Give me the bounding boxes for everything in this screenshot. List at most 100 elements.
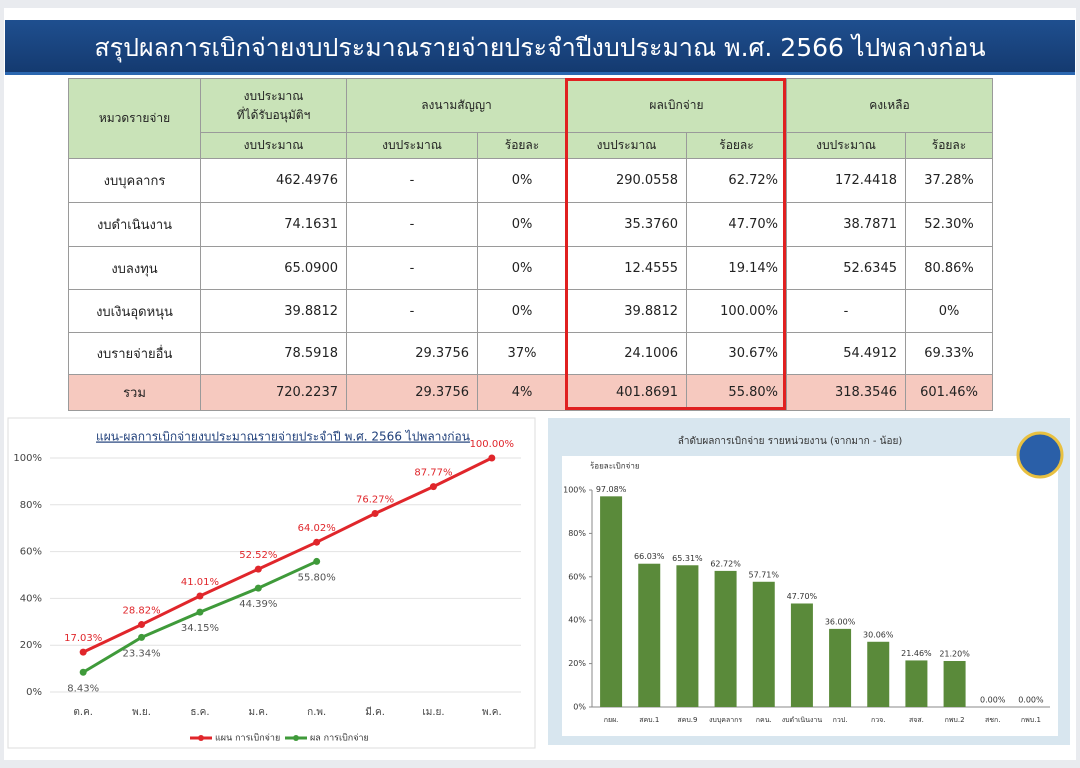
table-cell: -	[786, 289, 906, 333]
data-label: 87.77%	[414, 468, 452, 479]
x-tick-label: ม.ค.	[248, 707, 268, 718]
bar-chart-title: ลำดับผลการเบิกจ่าย รายหน่วยงาน (จากมาก -…	[678, 435, 903, 447]
table-row: งบรายจ่ายอื่น 78.5918 29.3756 37% 24.1006 30.…	[68, 332, 993, 375]
subheader-cell: งบประมาณ	[786, 132, 906, 159]
x-tick-label: ก.พ.	[307, 707, 326, 718]
point	[254, 565, 262, 573]
x-tick-label: สคบ.9	[677, 716, 697, 724]
header-cell: งบประมาณ ที่ได้รับอนุมัติฯ	[200, 78, 347, 133]
table-cell: 0%	[477, 246, 567, 290]
table-cell: 30.67%	[686, 332, 787, 375]
table-cell: 29.3756	[346, 374, 478, 411]
y-tick-label: 100%	[13, 453, 42, 464]
x-tick-label: พ.ค.	[482, 707, 502, 718]
table-cell: 318.3546	[786, 374, 906, 411]
y-tick-label: 60%	[20, 547, 42, 558]
data-label: 30.06%	[863, 630, 894, 639]
title-banner: สรุปผลการเบิกจ่ายงบประมาณรายจ่ายประจำปีง…	[5, 20, 1075, 75]
data-label: 23.34%	[122, 648, 160, 659]
table-cell: 69.33%	[905, 332, 993, 375]
bar	[867, 641, 890, 707]
x-tick-label: เม.ย.	[422, 707, 444, 718]
table-cell: 55.80%	[686, 374, 787, 411]
x-tick-label: สจส.	[909, 716, 924, 724]
data-label: 34.15%	[181, 623, 219, 634]
data-label: 66.03%	[634, 552, 665, 561]
point	[138, 621, 146, 629]
y-tick-label: 60%	[568, 572, 586, 581]
table-cell: 52.30%	[905, 202, 993, 247]
data-label: 28.82%	[122, 606, 160, 617]
subheader-cell: งบประมาณ	[566, 132, 687, 159]
x-tick-label: งบบุคลากร	[709, 716, 742, 724]
subheader-row: งบประมาณ งบประมาณ ร้อยละ งบประมาณ ร้อยละ งบปร…	[69, 132, 993, 159]
y-tick-label: 40%	[568, 616, 586, 625]
point	[254, 584, 262, 592]
table-cell: 100.00%	[686, 289, 787, 333]
header-cell: ผลเบิกจ่าย	[566, 78, 787, 133]
table-cell: 4%	[477, 374, 567, 411]
data-label: 8.43%	[67, 683, 99, 694]
table-cell: 462.4976	[200, 158, 347, 203]
data-label: 44.39%	[239, 599, 277, 610]
data-label: 41.01%	[181, 577, 219, 588]
point	[429, 483, 437, 491]
bar	[905, 660, 928, 707]
data-label: 97.08%	[596, 485, 627, 494]
table-cell: 78.5918	[200, 332, 347, 375]
data-label: 36.00%	[825, 617, 856, 626]
subheader-cell: ร้อยละ	[686, 132, 787, 159]
y-tick-label: 80%	[20, 500, 42, 511]
point	[79, 668, 87, 676]
logo	[1016, 431, 1064, 479]
y-tick-label: 40%	[20, 593, 42, 604]
data-label: 17.03%	[64, 633, 102, 644]
y-tick-label: 20%	[568, 659, 586, 668]
subheader-cell: งบประมาณ	[200, 132, 347, 159]
bar	[790, 603, 813, 707]
x-tick-label: กยผ.	[604, 716, 619, 724]
x-tick-label: ต.ค.	[73, 707, 93, 718]
data-label: 100.00%	[470, 439, 515, 450]
y-tick-label: 80%	[568, 529, 586, 538]
bar	[600, 496, 623, 707]
x-tick-label: กวป.	[833, 716, 848, 724]
header-cell: คงเหลือ	[786, 78, 993, 133]
legend-dot	[198, 735, 204, 741]
x-tick-label: มี.ค.	[365, 706, 385, 718]
data-label: 21.20%	[939, 649, 970, 658]
table-cell: 0%	[905, 289, 993, 333]
data-label: 76.27%	[356, 495, 394, 506]
x-tick-label: กพบ.1	[1021, 716, 1041, 724]
table-cell: 39.8812	[200, 289, 347, 333]
table-cell: 29.3756	[346, 332, 478, 375]
point	[79, 648, 87, 656]
x-tick-label: กวจ.	[871, 716, 886, 724]
point	[488, 454, 496, 462]
point	[313, 538, 321, 546]
table-cell: 720.2237	[200, 374, 347, 411]
line-chart-title: แผน-ผลการเบิกจ่ายงบประมาณรายจ่ายประจำปี …	[96, 430, 470, 444]
x-tick-label: กพบ.2	[945, 716, 965, 724]
header-cell: หมวดรายจ่าย	[68, 78, 201, 159]
y-tick-label: 0%	[573, 703, 586, 712]
bar	[752, 581, 775, 707]
table-cell: 37.28%	[905, 158, 993, 203]
point	[196, 592, 204, 600]
table-cell: 24.1006	[566, 332, 687, 375]
table-cell: 35.3760	[566, 202, 687, 247]
point	[313, 557, 321, 565]
header-row: หมวดรายจ่าย งบประมาณ ที่ได้รับอนุมัติฯ ลงน…	[68, 78, 993, 159]
bar-y-label: ร้อยละเบิกจ่าย	[590, 462, 640, 471]
x-tick-label: พ.ย.	[132, 707, 151, 718]
subheader-cell: ร้อยละ	[905, 132, 993, 159]
table-cell: 37%	[477, 332, 567, 375]
point	[371, 510, 379, 518]
y-tick-label: 0%	[26, 687, 42, 698]
table-cell: 65.0900	[200, 246, 347, 290]
table-cell: 0%	[477, 202, 567, 247]
point	[196, 608, 204, 616]
table-cell: 0%	[477, 158, 567, 203]
